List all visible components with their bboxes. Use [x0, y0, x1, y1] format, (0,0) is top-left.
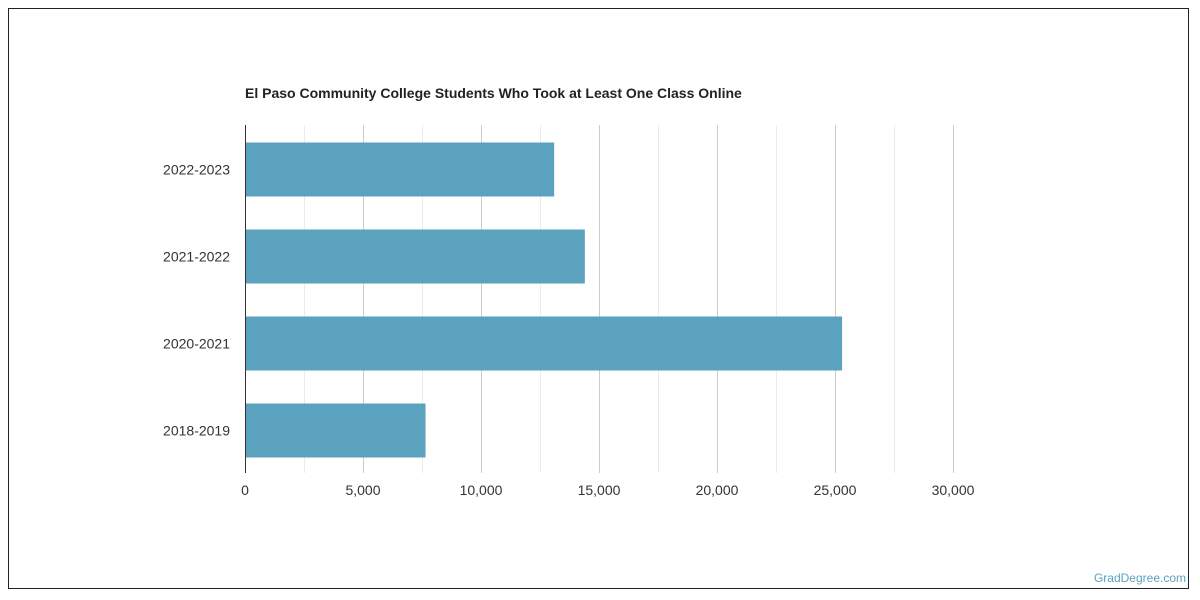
x-tick-label: 25,000: [814, 482, 857, 498]
bar-2020-2021: [245, 316, 843, 371]
chart-title: El Paso Community College Students Who T…: [245, 85, 742, 101]
chart-frame: [8, 8, 1189, 589]
category-label: 2021-2022: [163, 249, 230, 265]
category-label: 2020-2021: [163, 336, 230, 352]
x-tick-label: 10,000: [460, 482, 503, 498]
x-tick-label: 20,000: [696, 482, 739, 498]
bar-2022-2023: [245, 142, 555, 197]
category-label: 2022-2023: [163, 162, 230, 178]
x-tick-label: 5,000: [345, 482, 380, 498]
x-tick-label: 30,000: [932, 482, 975, 498]
labels: 2022-2023 2021-2022 2020-2021 2018-2019 0 5,0…: [163, 125, 975, 498]
bars: [245, 142, 843, 458]
bar-2021-2022: [245, 229, 585, 284]
watermark: GradDegree.com: [1093, 571, 1186, 585]
x-tick-label: 15,000: [578, 482, 621, 498]
x-tick-label: 0: [241, 482, 249, 498]
bar-2018-2019: [245, 403, 426, 458]
category-label: 2018-2019: [163, 423, 230, 439]
